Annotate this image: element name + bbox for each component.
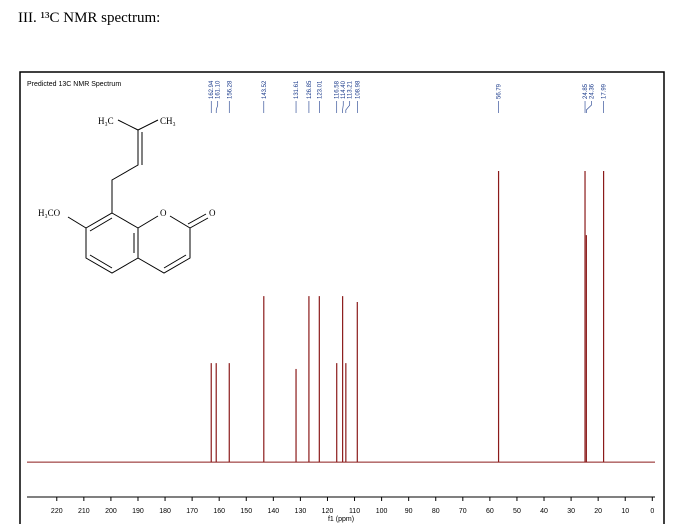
x-tick-label: 50 <box>513 508 521 515</box>
x-tick-label: 30 <box>567 508 575 515</box>
x-tick-label: 180 <box>159 508 171 515</box>
x-tick-label: 150 <box>240 508 252 515</box>
x-tick-label: 20 <box>594 508 602 515</box>
benzene-ring <box>85 212 139 274</box>
atom-label: H₃CO <box>38 208 61 218</box>
atom-label: CH₃ <box>160 116 176 126</box>
peak-label: 113.21 <box>348 80 354 99</box>
structure <box>67 119 209 274</box>
x-tick-label: 210 <box>78 508 90 515</box>
x-tick-label: 40 <box>540 508 548 515</box>
x-tick-label: 120 <box>322 508 334 515</box>
peak-label: 56.79 <box>497 83 503 99</box>
x-tick-label: 220 <box>51 508 63 515</box>
prenyl-chain <box>111 119 159 213</box>
heading: III. ¹³C NMR spectrum: <box>18 10 160 26</box>
x-tick-label: 110 <box>349 508 360 515</box>
x-tick-label: 10 <box>621 508 629 515</box>
x-tick-label: 60 <box>486 508 494 515</box>
chart-frame <box>19 71 665 524</box>
peak-label-connector <box>586 101 592 113</box>
carbonyl-bond <box>187 213 209 229</box>
x-tick-label: 170 <box>186 508 198 515</box>
chart-title: Predicted 13C NMR Spectrum <box>27 81 121 88</box>
peak-label: 162.94 <box>209 80 215 99</box>
peak-label: 126.85 <box>307 80 313 99</box>
peak-label: 161.10 <box>216 80 222 99</box>
peak-label: 123.01 <box>317 80 323 99</box>
peak-label: 156.28 <box>227 80 233 99</box>
x-axis-label: f1 (ppm) <box>328 516 354 523</box>
x-tick-label: 0 <box>650 508 654 515</box>
x-tick-label: 70 <box>459 508 467 515</box>
atom-label: O <box>209 208 216 218</box>
peak-label: 116.58 <box>335 80 341 99</box>
peak-label: 131.61 <box>294 80 300 99</box>
x-tick-label: 200 <box>105 508 117 515</box>
atom-label: O <box>160 208 167 218</box>
pyrone-ring <box>137 215 191 274</box>
peak-label-connector <box>342 101 344 113</box>
double-bond <box>163 254 187 269</box>
peak-label: 108.98 <box>355 80 361 99</box>
x-tick-label: 140 <box>267 508 279 515</box>
peak-label-connector <box>215 101 219 113</box>
peak-label: 17.99 <box>602 83 608 99</box>
x-tick-label: 100 <box>376 508 388 515</box>
x-tick-label: 80 <box>432 508 440 515</box>
x-tick-label: 160 <box>213 508 225 515</box>
peak-label: 24.36 <box>590 83 596 99</box>
atom-label: H₃C <box>98 116 114 126</box>
x-tick-label: 190 <box>132 508 144 515</box>
x-tick-label: 90 <box>405 508 413 515</box>
aromatic-bonds <box>89 217 135 269</box>
peak-label-connector <box>345 101 351 113</box>
x-tick-label: 130 <box>295 508 307 515</box>
methoxy-bond <box>67 216 87 229</box>
peak-label: 143.52 <box>262 80 268 99</box>
peak-label: 114.40 <box>341 80 347 99</box>
peak-label: 24.85 <box>583 83 589 99</box>
